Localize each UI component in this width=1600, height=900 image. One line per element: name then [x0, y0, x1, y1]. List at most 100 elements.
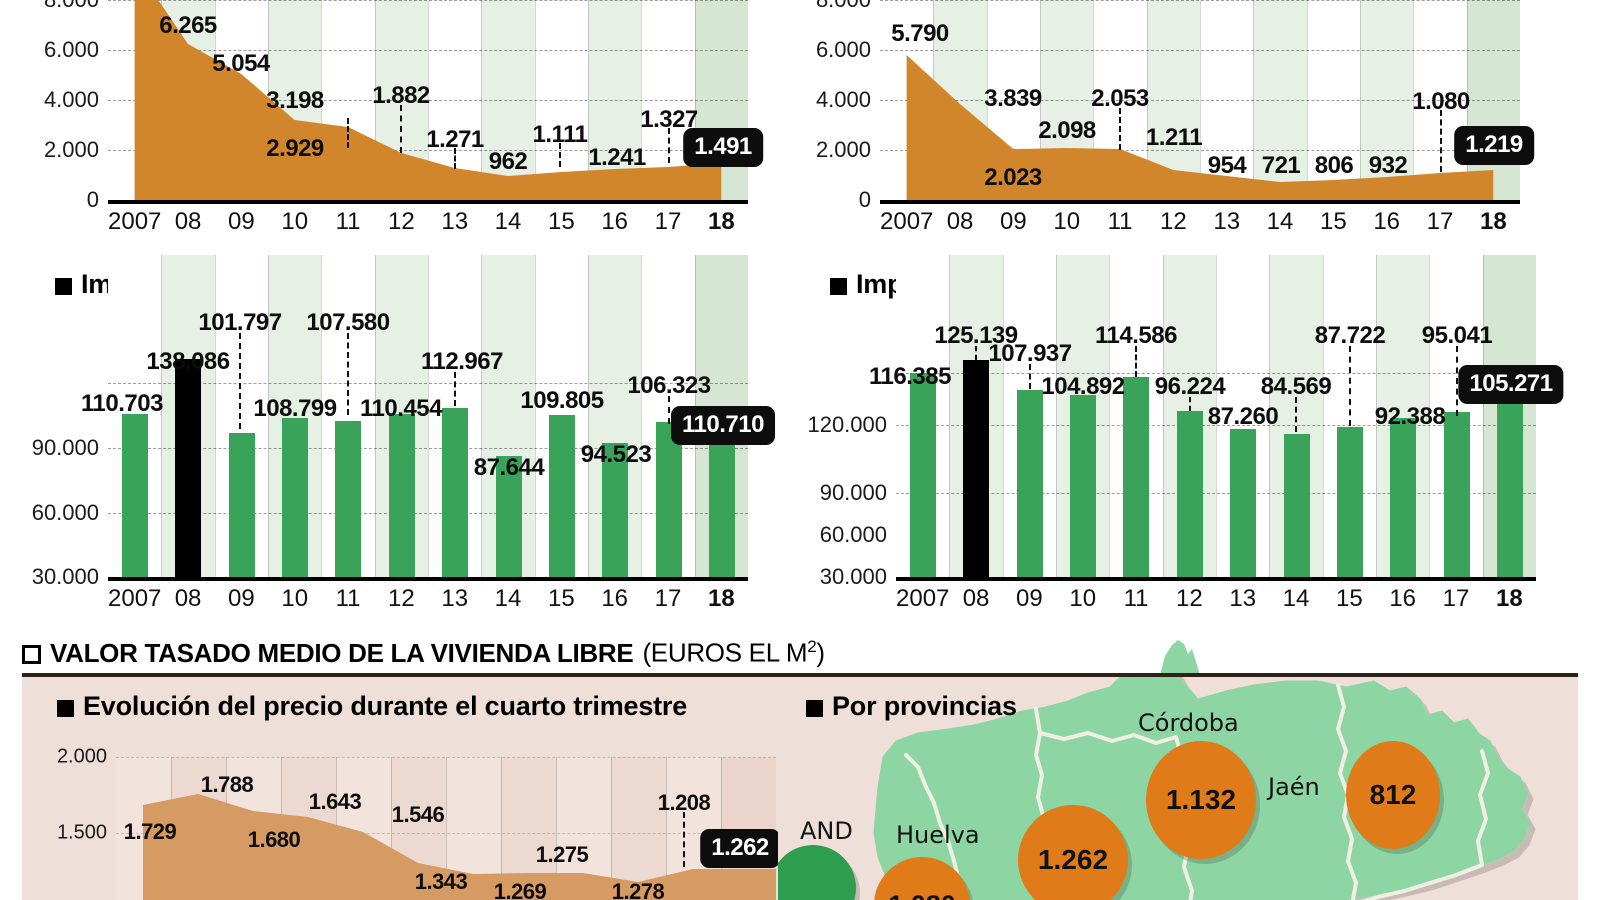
x-label: 13 — [441, 585, 469, 612]
bar — [389, 414, 415, 577]
ytick: 4.000 — [43, 87, 99, 112]
section-heading-provincias: Por provincias — [806, 691, 1017, 722]
bar — [122, 414, 148, 577]
data-label: 138.086 — [146, 348, 230, 375]
x-label: 15 — [1320, 208, 1347, 235]
highlight-badge: 1.219 — [1454, 126, 1534, 165]
data-label: 1.211 — [1145, 124, 1203, 151]
bar — [1177, 411, 1203, 577]
x-label: 18 — [707, 585, 735, 612]
data-label: 106.323 — [627, 372, 711, 399]
ytick: 0 — [86, 187, 99, 212]
data-label: 1.788 — [200, 772, 254, 797]
leader-line — [1440, 110, 1442, 172]
bubble-cordoba[interactable]: 1.132 — [1146, 741, 1256, 859]
ytick: 0 — [858, 187, 871, 212]
plot-area-right-mid: 120.000 90.000 60.000 30.000 — [807, 255, 1536, 589]
data-label: 1.241 — [588, 144, 646, 171]
x-label: 18 — [1495, 585, 1523, 612]
data-label: 5.054 — [212, 50, 270, 77]
x-label: 10 — [281, 585, 309, 612]
x-label: 10 — [281, 208, 309, 235]
x-label: 16 — [1389, 585, 1417, 612]
chart-hipotecas-numero-right: 8.000 6.000 4.000 2.000 0 5.790 3.839 2.… — [800, 0, 1600, 252]
leader-line — [400, 105, 402, 153]
bottom-title-unit: (EUROS EL M2) — [642, 637, 825, 669]
x-label: 13 — [1229, 585, 1257, 612]
data-label: 2.023 — [984, 164, 1042, 191]
x-label: 08 — [946, 208, 974, 235]
leader-line — [347, 118, 349, 148]
bar — [496, 456, 522, 577]
x-label: 11 — [1107, 208, 1133, 235]
data-label: 2.053 — [1091, 85, 1149, 112]
data-label: 962 — [488, 148, 528, 175]
x-label: 15 — [548, 208, 575, 235]
plot-area-left-top: 8.000 6.000 4.000 2.000 0 — [44, 0, 748, 212]
ytick: 8.000 — [44, 0, 99, 13]
x-label: 09 — [1016, 585, 1043, 612]
leader-line — [559, 143, 561, 167]
leader-line — [668, 396, 670, 424]
leader-line — [1456, 346, 1458, 416]
x-label: 11 — [335, 208, 361, 235]
chart-importe-medio-right: Importe medio de las hipotecas en enero … — [800, 255, 1600, 625]
plot-area-right-top: 8.000 6.000 4.000 2.000 0 — [816, 0, 1520, 212]
province-label-huelva: Huelva — [896, 821, 980, 849]
data-label: 116.385 — [869, 363, 951, 390]
data-label: 1.269 — [493, 879, 547, 900]
x-label: 09 — [1000, 208, 1027, 235]
data-label: 932 — [1368, 152, 1408, 179]
x-label: 2007 — [896, 585, 950, 612]
bubble-sevilla[interactable]: 1.262 — [1018, 805, 1128, 900]
x-label: 14 — [494, 585, 522, 612]
data-label: 6.265 — [159, 12, 217, 39]
x-label: 11 — [1123, 585, 1149, 612]
data-label: 806 — [1314, 152, 1354, 179]
x-label: 14 — [494, 208, 522, 235]
x-axis-labels: 2007 08 09 10 11 12 13 14 15 16 17 18 — [108, 208, 748, 236]
bubble-jaen[interactable]: 812 — [1346, 741, 1440, 849]
data-label: 1.343 — [414, 869, 468, 894]
data-label: 1.680 — [247, 827, 301, 852]
x-label: 12 — [388, 208, 415, 235]
bar — [1230, 429, 1256, 577]
x-label: 16 — [1373, 208, 1401, 235]
x-label: 13 — [441, 208, 469, 235]
x-label: 08 — [962, 585, 990, 612]
leader-line — [1029, 364, 1031, 389]
ytick: 30.000 — [819, 564, 887, 589]
ytick: 4.000 — [815, 87, 871, 112]
bar — [1444, 412, 1470, 577]
x-axis-labels: 2007 08 09 10 11 12 13 14 15 16 17 18 — [896, 585, 1536, 613]
bar — [1070, 395, 1096, 577]
bar-highlight — [175, 359, 201, 577]
area-series-left-top — [134, 0, 722, 200]
data-label: 1.546 — [391, 802, 445, 827]
panel-por-provincias: AND 1.080 Huelva 1.262 Sevilla 1.132 Cór… — [778, 677, 1578, 900]
x-label: 18 — [707, 208, 735, 235]
x-label: 16 — [601, 208, 629, 235]
x-label: 12 — [388, 585, 415, 612]
bar — [1337, 427, 1363, 577]
data-label: 84.569 — [1260, 373, 1332, 400]
heading-text: Por provincias — [832, 691, 1017, 721]
ytick: 8.000 — [816, 0, 871, 13]
leader-line — [1349, 346, 1351, 426]
leader-line — [1189, 397, 1191, 411]
x-label: 11 — [335, 585, 361, 612]
square-bullet-icon — [55, 278, 72, 295]
data-label: 1.278 — [611, 879, 665, 900]
ytick: 60.000 — [819, 522, 887, 547]
x-label: 14 — [1282, 585, 1310, 612]
data-label: 5.790 — [891, 20, 949, 47]
highlight-badge: 105.271 — [1458, 365, 1564, 404]
data-label: 107.580 — [306, 309, 390, 336]
bar-highlight — [963, 360, 989, 577]
province-label-jaen: Jaén — [1268, 773, 1320, 801]
x-label: 10 — [1053, 208, 1081, 235]
data-label: 125.139 — [934, 322, 1018, 349]
leader-line — [454, 148, 456, 169]
ytick: 1.500 — [56, 821, 107, 844]
section-heading-evolucion: Evolución del precio durante el cuarto t… — [57, 691, 687, 722]
